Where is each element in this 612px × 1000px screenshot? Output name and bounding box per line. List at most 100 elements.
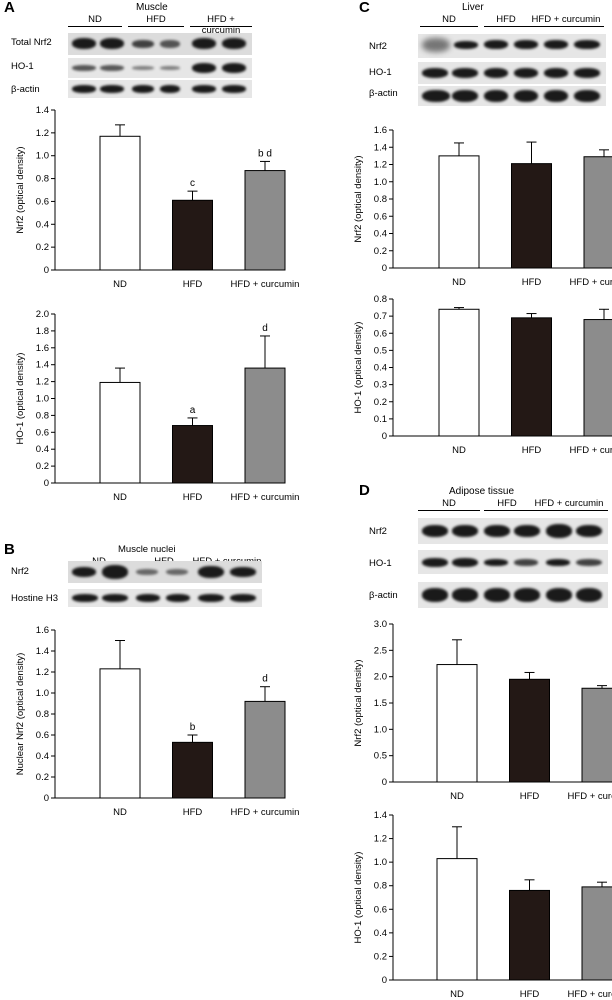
blot-label-histone-h3: Hostine H3 [11, 593, 58, 604]
lane-label-hfd: HFD [484, 498, 530, 511]
y-tick-label: 0 [382, 975, 387, 986]
y-tick-label: 0 [382, 777, 387, 788]
y-tick-label: 0.2 [374, 951, 387, 962]
bar-hfd-curcumin [581, 687, 612, 783]
y-tick-label: 2.0 [374, 672, 387, 683]
blot-label-ho1: HO-1 [369, 558, 392, 569]
significance-label: d [262, 323, 268, 334]
y-tick-label: 0.8 [374, 294, 387, 305]
x-tick-label-nd: ND [113, 492, 127, 503]
western-blot-histone-h3 [68, 589, 262, 607]
y-tick-label: 1.0 [374, 857, 387, 868]
y-tick-label: 1.0 [374, 724, 387, 735]
lane-label-hfd-curcumin: HFD + curcumin [190, 14, 252, 36]
x-tick-label-nd: ND [450, 989, 464, 1000]
y-tick-label: 0.6 [374, 328, 387, 339]
y-tick-label: 1.6 [36, 343, 49, 354]
bar-hfd-curcumin [244, 367, 286, 484]
y-axis-label: Nrf2 (optical density) [15, 146, 26, 233]
y-tick-label: 1.6 [36, 625, 49, 636]
x-tick-label-hfd: HFD [183, 807, 203, 818]
lane-label-nd: ND [420, 14, 478, 27]
y-tick-label: 1.2 [374, 834, 387, 845]
x-tick-label-hfd-curcumin: HFD + curcumin [570, 277, 612, 288]
y-tick-label: 1.8 [36, 326, 49, 337]
bar-nd [436, 858, 478, 981]
y-tick-label: 0.5 [374, 345, 387, 356]
y-axis-label: Nrf2 (optical density) [353, 659, 364, 746]
bar-hfd [172, 425, 213, 484]
bar-nd [99, 668, 141, 799]
y-tick-label: 0.2 [36, 461, 49, 472]
y-axis-label: HO-1 (optical density) [15, 353, 26, 445]
bar-hfd-curcumin [244, 170, 286, 271]
significance-label: d [262, 674, 268, 685]
bar-nd [438, 155, 480, 269]
blot-label-beta-actin: β-actin [369, 88, 398, 99]
western-blot-total-nrf2 [68, 33, 252, 55]
bar-hfd-curcumin [581, 886, 612, 981]
y-tick-label: 1.4 [36, 646, 49, 657]
bar-hfd [511, 163, 552, 269]
western-blot-liver-beta-actin [418, 86, 606, 106]
y-tick-label: 0.6 [374, 211, 387, 222]
y-tick-label: 0 [44, 793, 49, 804]
x-tick-label-hfd: HFD [520, 989, 540, 1000]
bar-hfd [511, 317, 552, 437]
x-tick-label-hfd-curcumin: HFD + curcumin [231, 492, 300, 503]
x-tick-label-nd: ND [113, 279, 127, 290]
y-tick-label: 1.0 [36, 688, 49, 699]
x-tick-label-nd: ND [452, 445, 466, 456]
x-tick-label-hfd: HFD [183, 492, 203, 503]
y-tick-label: 0.5 [374, 751, 387, 762]
tissue-label-muscle: Muscle [136, 2, 168, 13]
x-tick-label-nd: ND [452, 277, 466, 288]
western-blot-liver-ho1 [418, 62, 606, 84]
lane-label-nd: ND [418, 498, 480, 511]
bar-hfd-curcumin [244, 700, 286, 799]
lane-label-hfd: HFD [128, 14, 184, 27]
y-tick-label: 0.1 [374, 414, 387, 425]
y-tick-label: 1.2 [36, 128, 49, 139]
y-tick-label: 1.0 [36, 394, 49, 405]
y-tick-label: 0.4 [374, 928, 387, 939]
y-tick-label: 0.2 [374, 397, 387, 408]
bar-hfd [509, 889, 550, 981]
bar-hfd [509, 678, 550, 783]
x-tick-label-hfd: HFD [520, 791, 540, 802]
y-tick-label: 2.5 [374, 645, 387, 656]
significance-label: b d [258, 148, 272, 159]
significance-label: a [190, 405, 196, 416]
western-blot-nuclear-nrf2 [68, 561, 262, 583]
y-tick-label: 0 [382, 431, 387, 442]
y-tick-label: 0.7 [374, 311, 387, 322]
western-blot-adipose-beta-actin [418, 582, 608, 608]
y-tick-label: 0.4 [36, 751, 49, 762]
y-tick-label: 1.0 [36, 151, 49, 162]
western-blot-adipose-nrf2 [418, 518, 608, 544]
y-tick-label: 1.2 [36, 377, 49, 388]
lane-label-hfd-curcumin: HFD + curcumin [528, 14, 604, 27]
y-tick-label: 1.6 [374, 125, 387, 136]
y-tick-label: 3.0 [374, 619, 387, 630]
x-tick-label-nd: ND [113, 807, 127, 818]
y-tick-label: 0 [44, 478, 49, 489]
blot-label-total-nrf2: Total Nrf2 [11, 37, 52, 48]
lane-label-nd: ND [68, 14, 122, 27]
blot-label-nrf2: Nrf2 [369, 526, 387, 537]
tissue-label-liver: Liver [462, 2, 484, 13]
y-tick-label: 0.6 [374, 904, 387, 915]
x-tick-label-hfd-curcumin: HFD + curcumin [570, 445, 612, 456]
y-tick-label: 0 [44, 265, 49, 276]
y-tick-label: 0.2 [36, 772, 49, 783]
y-axis-label: Nuclear Nrf2 (optical density) [15, 653, 26, 776]
y-tick-label: 1.4 [374, 810, 387, 821]
western-blot-ho1 [68, 58, 252, 78]
blot-label-nrf2: Nrf2 [11, 566, 29, 577]
y-tick-label: 0.6 [36, 730, 49, 741]
y-tick-label: 0.4 [36, 219, 49, 230]
y-tick-label: 1.4 [36, 105, 49, 116]
y-tick-label: 0.6 [36, 196, 49, 207]
y-tick-label: 0 [382, 263, 387, 274]
blot-label-ho1: HO-1 [369, 67, 392, 78]
